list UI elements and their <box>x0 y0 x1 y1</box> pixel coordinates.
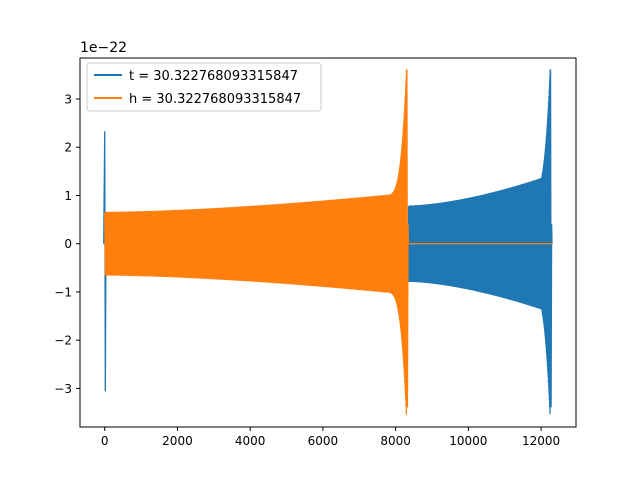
legend-label-t: t = 30.322768093315847 <box>129 69 298 84</box>
y-tick-label: 1 <box>64 189 72 203</box>
x-tick-label: 4000 <box>235 434 266 448</box>
legend-frame <box>86 62 322 112</box>
series-line-h <box>104 69 552 415</box>
x-tick-label: 6000 <box>308 434 339 448</box>
legend: t = 30.322768093315847 h = 30.3227680933… <box>86 62 322 112</box>
y-tick-label: −2 <box>54 334 72 348</box>
x-tick-label: 2000 <box>162 434 193 448</box>
y-tick-label: 0 <box>64 237 72 251</box>
y-tick-label: −1 <box>54 285 72 299</box>
x-tick-label: 0 <box>101 434 109 448</box>
series-layer <box>103 69 553 415</box>
x-tick-label: 12000 <box>522 434 560 448</box>
axes-frame <box>79 57 577 428</box>
x-tick-label: 8000 <box>380 434 411 448</box>
y-offset-label: 1e−22 <box>80 40 127 56</box>
y-tick-label: 3 <box>64 93 72 107</box>
x-axis: 0 2000 4000 6000 8000 10000 12000 <box>101 427 560 448</box>
x-tick-label: 10000 <box>449 434 487 448</box>
legend-label-h: h = 30.322768093315847 <box>129 92 301 107</box>
y-tick-label: 2 <box>64 141 72 155</box>
y-tick-label: −3 <box>54 382 72 396</box>
y-axis: −3 −2 −1 0 1 2 3 <box>54 93 80 396</box>
